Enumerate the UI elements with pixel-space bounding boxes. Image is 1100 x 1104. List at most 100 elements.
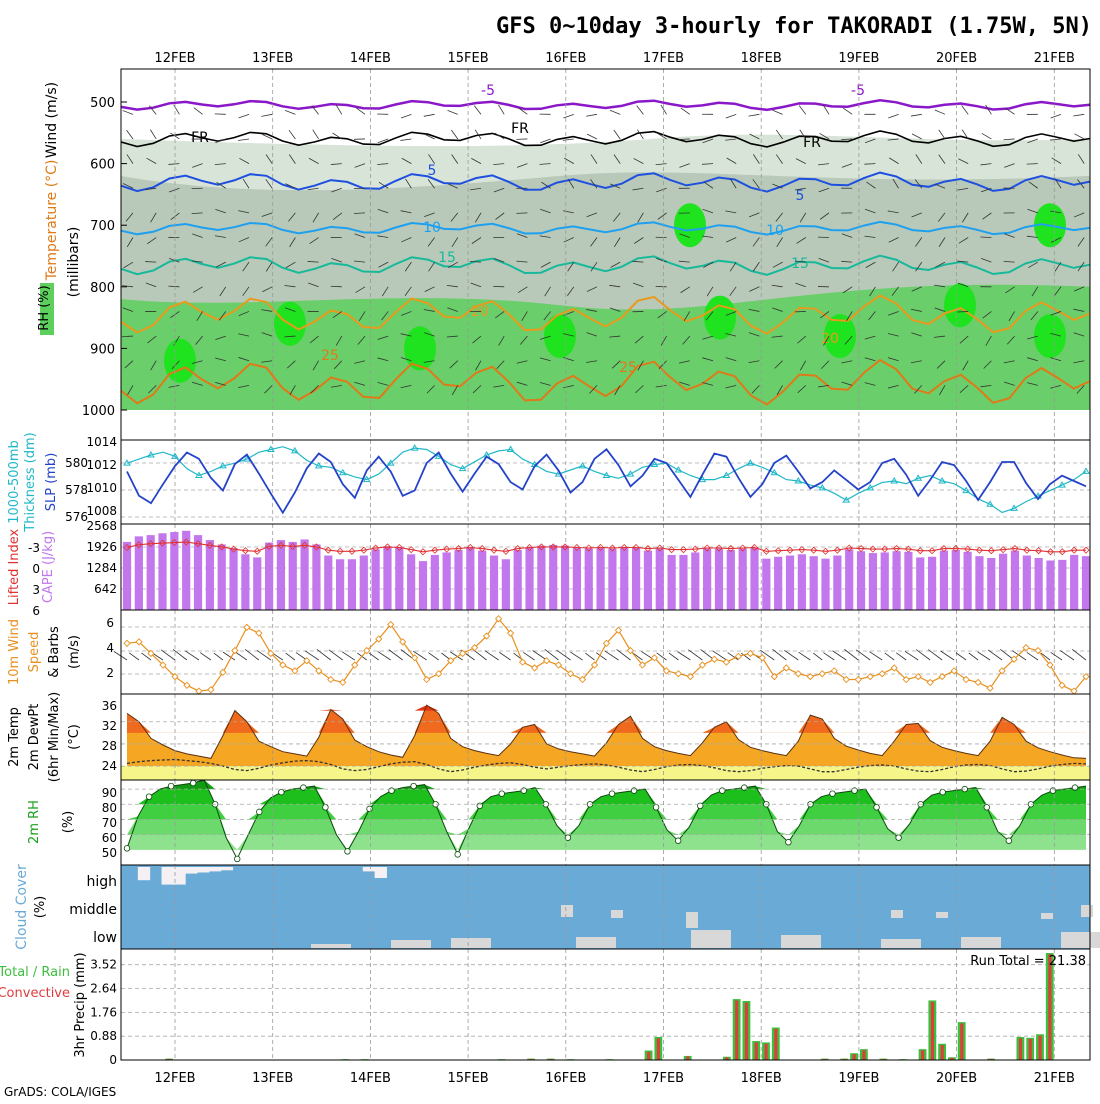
rh-tick-label: 80 <box>102 801 117 815</box>
surface-wind-barb <box>799 652 811 660</box>
contour-label: 5 <box>796 188 805 204</box>
cape-bar <box>798 554 806 610</box>
cape-bar <box>218 544 226 610</box>
surface-wind-barb <box>214 653 223 660</box>
wind-speed-marker <box>424 677 430 683</box>
precip-tick-label: 3.52 <box>90 958 117 972</box>
wind-tick-label: 4 <box>106 641 114 655</box>
wind-speed-marker <box>759 655 765 661</box>
surface-wind-barb <box>286 653 295 660</box>
precip-tick-label: 1.76 <box>90 1005 117 1019</box>
surface-wind-barb <box>870 652 883 660</box>
rh-marker <box>719 788 725 794</box>
cape-bar <box>940 551 948 610</box>
cape-bar <box>987 558 995 610</box>
bottom-date-label: 15FEB <box>448 1071 489 1086</box>
rh-marker <box>1006 838 1012 844</box>
temp-tick-label: 32 <box>102 719 117 733</box>
wind-speed-marker <box>867 674 873 680</box>
surface-wind-barb <box>369 653 379 660</box>
top-date-label: 21FEB <box>1034 51 1075 66</box>
cape-bar <box>1046 560 1054 610</box>
cape-bar <box>289 542 297 610</box>
cape-tick-label: 1284 <box>86 561 117 575</box>
cape-bar <box>656 549 664 610</box>
rh-marker <box>1050 788 1056 794</box>
cape-bar <box>123 542 131 610</box>
temp-base-band <box>121 766 1090 780</box>
cloud-unit-ylabel: (%) <box>33 896 48 919</box>
cape-bar <box>810 556 818 610</box>
contour-label: 20 <box>471 304 489 320</box>
thickness-tick-label: 580 <box>65 456 88 470</box>
contour-label: -5 <box>851 83 865 99</box>
surface-wind-barb <box>129 653 139 660</box>
wind-tick-label: 2 <box>106 666 114 680</box>
surface-wind-barb <box>969 653 978 660</box>
precip-convective-bar <box>774 1029 777 1060</box>
wind-speed-marker <box>520 659 526 665</box>
temp-tick-label: 24 <box>102 759 117 773</box>
dewpt-ylabel: 2m DewPt <box>27 704 42 771</box>
surface-wind-barb <box>185 651 199 660</box>
cloud-low-gap <box>881 939 921 948</box>
wind-speed-marker <box>723 659 729 665</box>
surface-wind-barb <box>317 649 331 660</box>
thickness-tick-label: 576 <box>65 510 88 524</box>
contour-label: FR <box>191 130 209 146</box>
bottom-date-label: 20FEB <box>936 1071 977 1086</box>
surface-wind-barb <box>1060 650 1074 660</box>
cloud-low-gap <box>781 935 821 948</box>
cloud-low-gap <box>1061 932 1100 948</box>
surface-wind-barb <box>200 653 211 660</box>
contour-label: 10 <box>766 223 784 239</box>
cape-bar <box>881 552 889 610</box>
li-tick-label: 6 <box>32 604 40 618</box>
cloud-low-gap <box>451 938 491 948</box>
precip-convective-bar <box>941 1045 944 1060</box>
pressure-tick-label: 1000 <box>82 404 115 419</box>
cape-bar <box>336 559 344 610</box>
surface-wind-barb <box>978 652 990 660</box>
cape-bar <box>478 551 486 610</box>
cloud-level-label: low <box>93 930 117 946</box>
cape-bar <box>608 549 616 610</box>
upper-wind-barb <box>957 311 968 312</box>
bottom-date-label: 18FEB <box>741 1071 782 1086</box>
cape-bar <box>395 547 403 610</box>
chart-title: GFS 0~10day 3-hourly for TAKORADI (1.75W… <box>496 14 1092 39</box>
cape-bar <box>952 550 960 610</box>
upper-wind-barb <box>331 286 342 287</box>
wind-ylabel: Wind (m/s) <box>44 82 60 158</box>
slp-ylabel: SLP (mb) <box>44 453 59 512</box>
cloud-high-gap <box>209 867 221 871</box>
cape-bar <box>324 556 332 610</box>
precip-tick-label: 0.88 <box>90 1029 117 1043</box>
bottom-date-label: 13FEB <box>252 1071 293 1086</box>
cape-ylabel: CAPE (J/kg) <box>41 531 56 603</box>
wind-speed-marker <box>532 665 538 671</box>
li-tick-label: -3 <box>28 541 40 555</box>
surface-wind-barb <box>1027 652 1038 660</box>
wind10m-panel: 642 <box>106 610 1090 694</box>
wind-speed-marker <box>939 674 945 680</box>
cape-bar <box>892 551 900 610</box>
wind-speed-marker <box>196 688 202 694</box>
cloud-high-gap <box>185 867 197 874</box>
wind-speed-marker <box>124 640 130 646</box>
thickness-ylabel: 1000-500mb <box>7 440 22 524</box>
rh-marker <box>675 838 681 844</box>
rh-marker <box>367 806 373 812</box>
cape-bar <box>241 554 249 610</box>
cloud-bg <box>121 865 1090 949</box>
precip-convective-bar <box>686 1056 689 1060</box>
wind-speed-marker <box>879 671 885 677</box>
cloud-middle-gap <box>936 912 948 918</box>
top-date-label: 14FEB <box>350 51 391 66</box>
rh-bright-cell <box>1034 314 1066 358</box>
precip-convective-bar <box>1048 954 1051 1060</box>
thickness-marker <box>1083 468 1089 473</box>
